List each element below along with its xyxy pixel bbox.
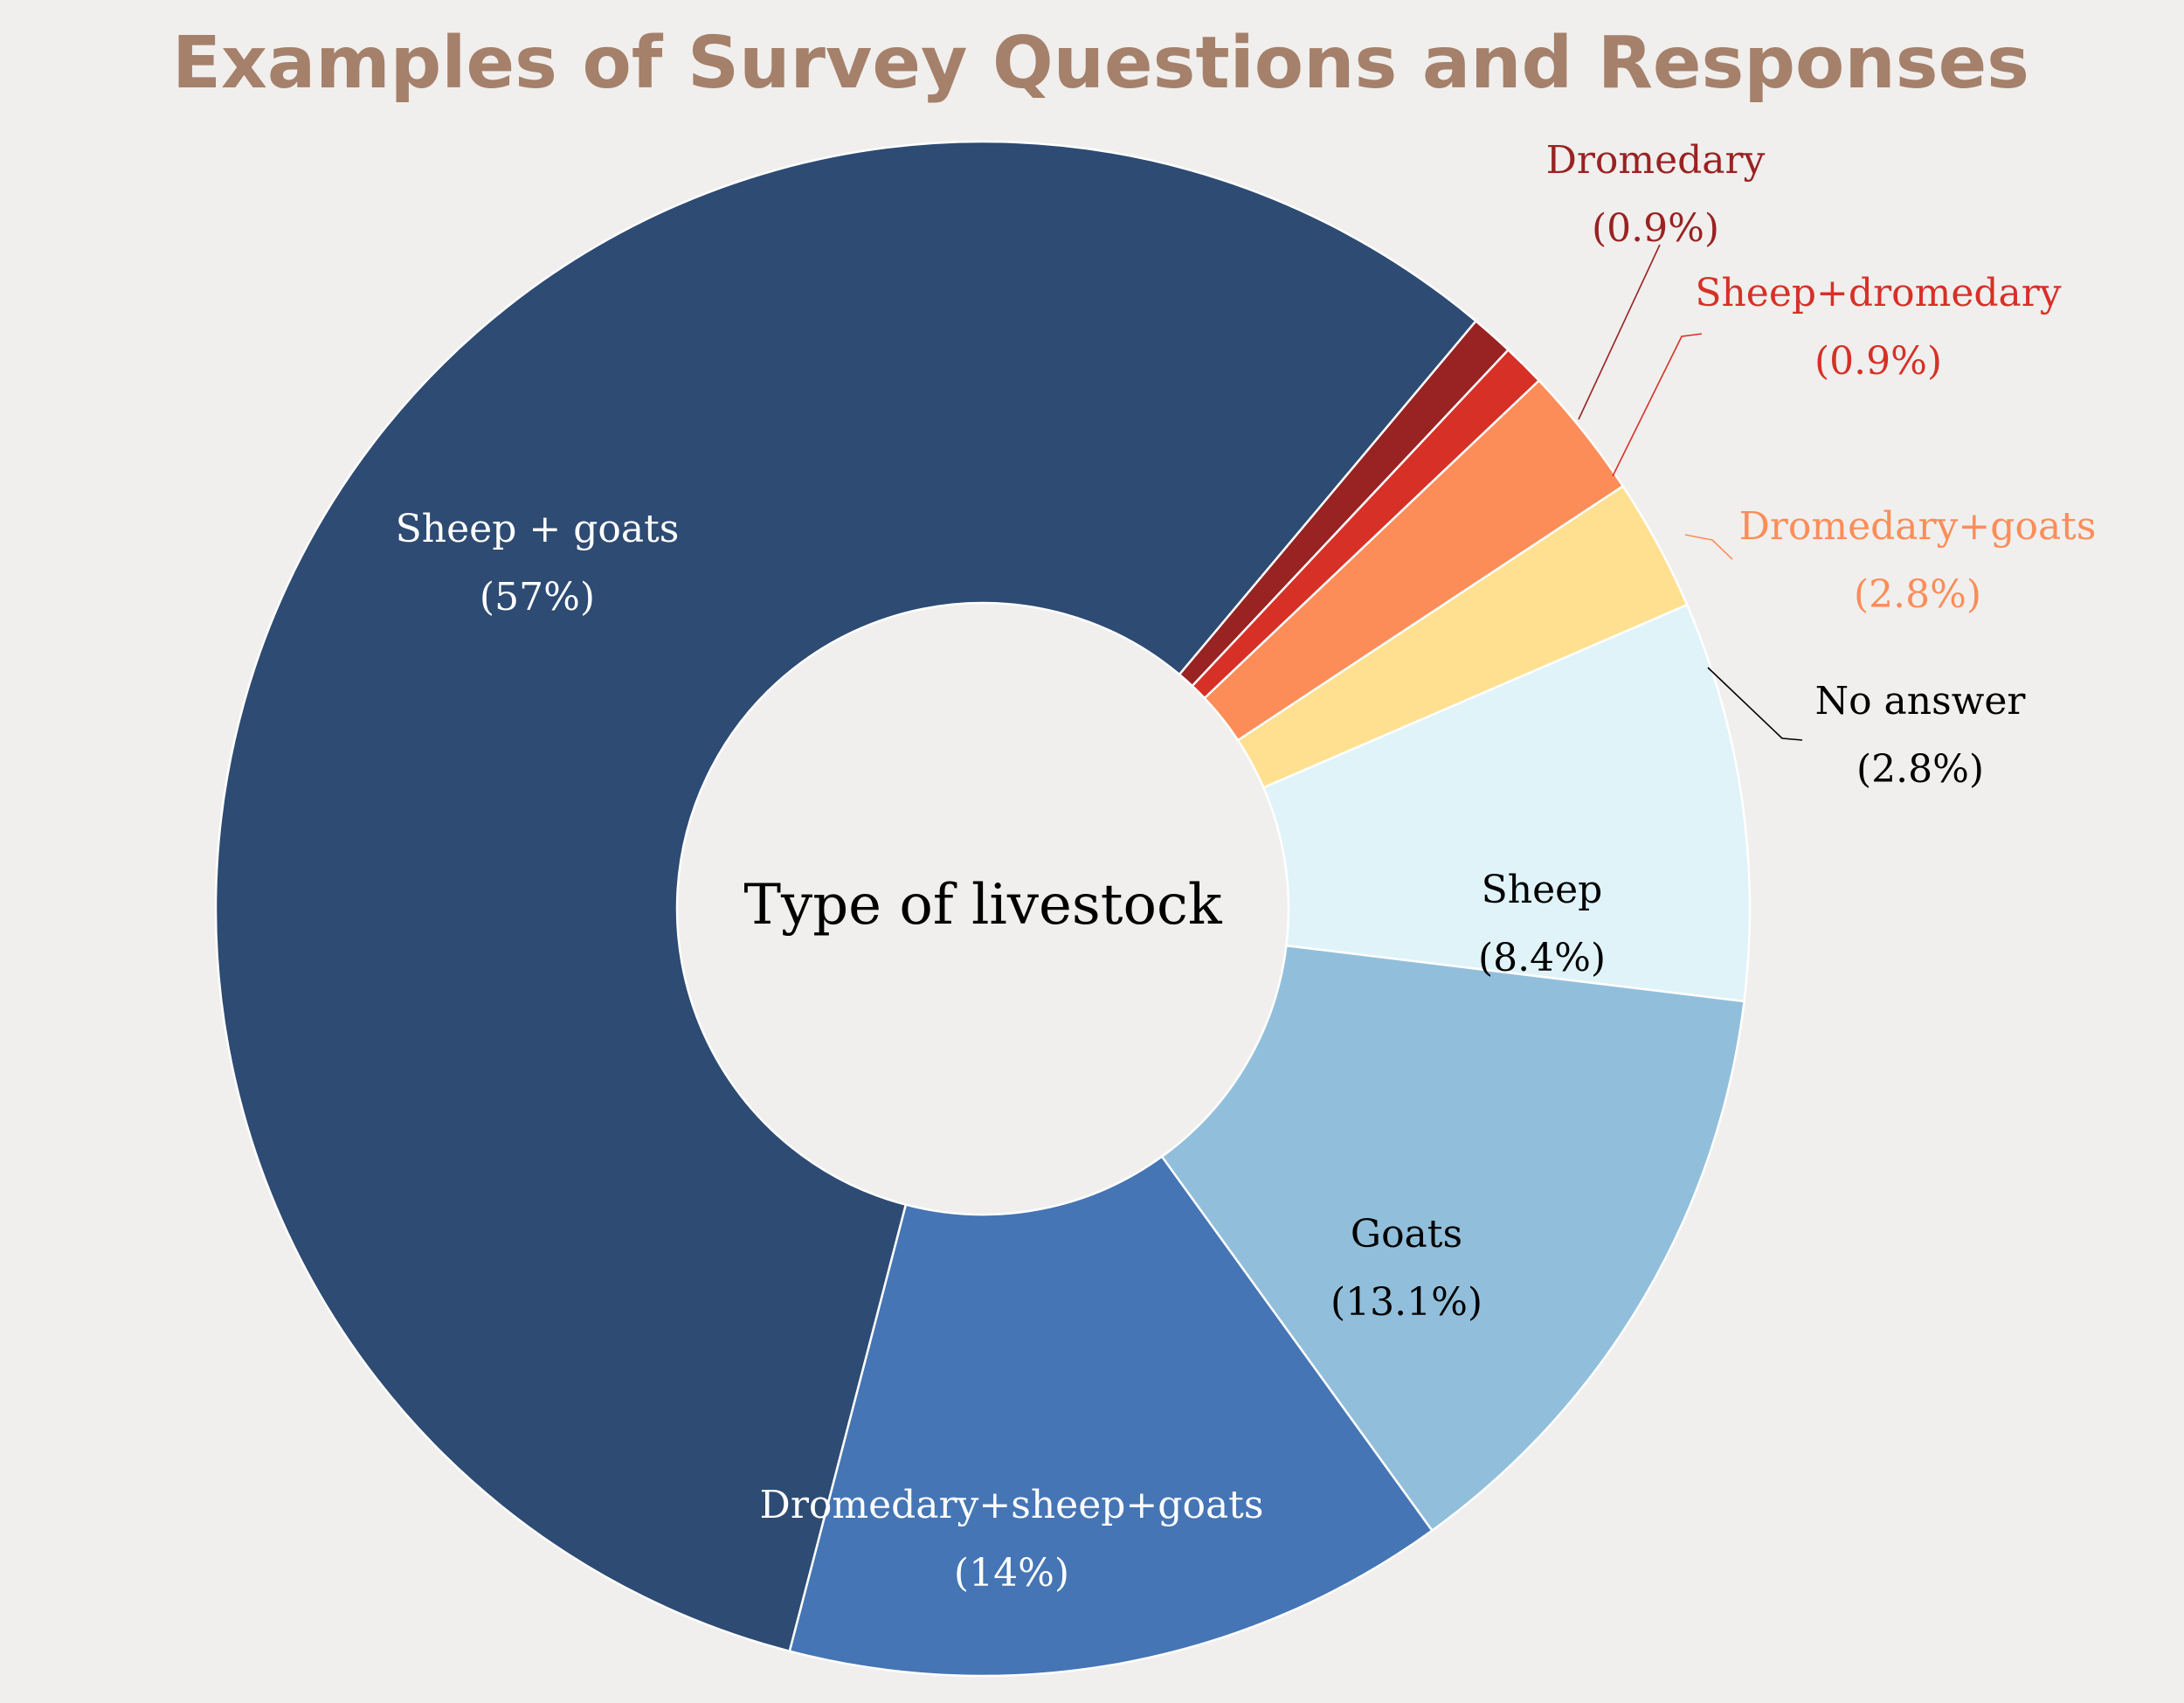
slice-label-goats: Goats (13.1%) — [1330, 1212, 1482, 1325]
slice-value: (0.9%) — [1814, 339, 1942, 384]
slice-goats — [1160, 944, 1745, 1533]
leader-line-dromedary — [1578, 244, 1661, 420]
slice-name: Sheep+dromedary — [1695, 271, 2061, 315]
slice-label-dromedary: Dromedary (0.9%) — [1546, 138, 1766, 251]
slice-name: Goats — [1351, 1212, 1462, 1256]
slice-value: (13.1%) — [1330, 1280, 1482, 1325]
center-label: Type of livestock — [743, 873, 1223, 938]
slice-name: Sheep + goats — [396, 507, 680, 551]
slices-group — [214, 140, 1752, 1678]
leader-line-no-answer — [1707, 667, 1803, 741]
leader-line-dromedary-goats — [1684, 534, 1733, 560]
leader-lines-group — [1578, 244, 1803, 741]
slice-value: (2.8%) — [1854, 572, 1981, 617]
slice-value: (14%) — [954, 1551, 1069, 1596]
chart-title: Examples of Survey Questions and Respons… — [172, 22, 2029, 105]
slice-label-sheep-goats: Sheep + goats (57%) — [396, 507, 680, 620]
slice-name: Dromedary+goats — [1739, 504, 2097, 549]
slice-value: (57%) — [480, 575, 595, 620]
slice-label-dromedary-sheep-goats: Dromedary+sheep+goats (14%) — [760, 1483, 1264, 1596]
slice-name: No answer — [1815, 679, 2027, 723]
slice-label-sheep-dromedary: Sheep+dromedary (0.9%) — [1695, 271, 2061, 384]
slice-name: Dromedary — [1546, 138, 1766, 183]
leader-line-sheep-dromedary — [1612, 333, 1703, 477]
slice-value: (0.9%) — [1592, 206, 1719, 251]
slice-name: Sheep — [1482, 868, 1603, 912]
slice-label-dromedary-goats: Dromedary+goats (2.8%) — [1739, 504, 2097, 617]
slice-label-no-answer: No answer (2.8%) — [1815, 679, 2027, 792]
slice-sheep-goats — [214, 140, 1478, 1653]
slice-labels-group: Dromedary (0.9%)Sheep+dromedary (0.9%)Drom… — [396, 138, 2097, 1596]
slice-sheep — [1261, 603, 1752, 1003]
slice-dromedary-sheep-goats — [788, 1154, 1434, 1678]
slice-value: (2.8%) — [1856, 747, 1984, 792]
slice-label-sheep: Sheep (8.4%) — [1478, 868, 1606, 980]
slice-name: Dromedary+sheep+goats — [760, 1483, 1264, 1527]
slice-value: (8.4%) — [1478, 936, 1606, 980]
